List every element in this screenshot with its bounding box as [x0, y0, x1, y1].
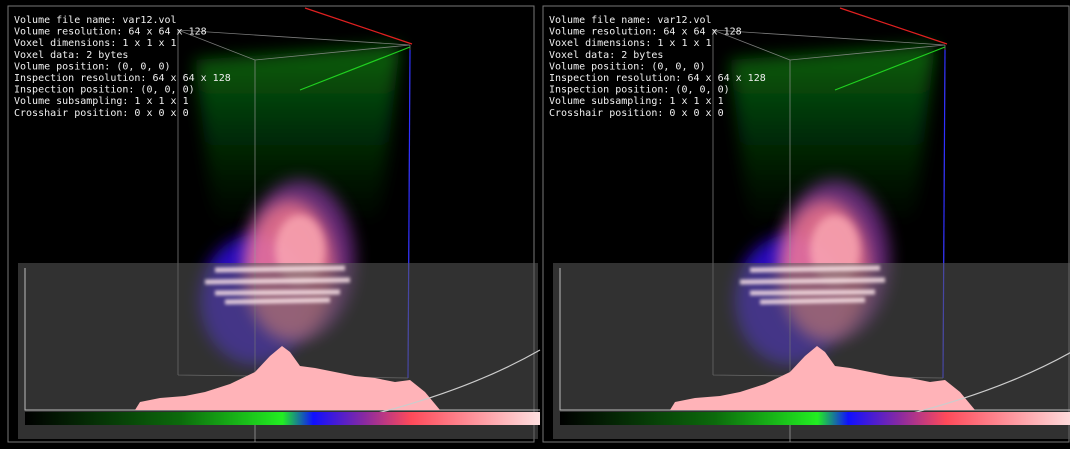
- tf-curve: [369, 349, 541, 416]
- colormap-bar: [25, 412, 540, 425]
- info-line: Inspection position: (0, 0, 0): [14, 85, 195, 96]
- colormap-bar: [560, 412, 1070, 425]
- info-line: Voxel dimensions: 1 x 1 x 1: [14, 38, 177, 49]
- axis-green: [299, 46, 411, 91]
- info-line: Inspection resolution: 64 x 64 x 128: [549, 73, 766, 84]
- info-line: Crosshair position: 0 x 0 x 0: [14, 108, 189, 119]
- info-line: Voxel data: 2 bytes: [549, 50, 663, 61]
- panel-border: [542, 5, 1070, 443]
- histogram: [135, 346, 440, 410]
- info-line: Inspection resolution: 64 x 64 x 128: [14, 73, 231, 84]
- info-line: Volume subsampling: 1 x 1 x 1: [549, 96, 724, 107]
- info-line: Volume resolution: 64 x 64 x 128: [549, 27, 742, 38]
- info-line: Volume resolution: 64 x 64 x 128: [14, 27, 207, 38]
- tf-curve: [904, 352, 1070, 416]
- info-line: Crosshair position: 0 x 0 x 0: [549, 108, 724, 119]
- info-line: Inspection position: (0, 0, 0): [549, 85, 730, 96]
- axis-green: [834, 46, 946, 91]
- streaks: [739, 265, 886, 305]
- info-line: Volume position: (0, 0, 0): [14, 61, 171, 72]
- panel-border: [7, 5, 535, 443]
- green-cloud: [195, 45, 400, 230]
- info-line: Voxel data: 2 bytes: [14, 50, 128, 61]
- info-line: Volume file name: var12.vol: [14, 15, 177, 26]
- axis-red: [304, 7, 413, 45]
- info-line: Voxel dimensions: 1 x 1 x 1: [549, 38, 712, 49]
- info-line: Volume file name: var12.vol: [549, 15, 712, 26]
- axis-red: [839, 7, 948, 45]
- info-line: Volume position: (0, 0, 0): [549, 61, 706, 72]
- streaks: [204, 265, 351, 305]
- info-line: Volume subsampling: 1 x 1 x 1: [14, 96, 189, 107]
- green-cloud: [730, 45, 935, 230]
- histogram: [670, 346, 975, 410]
